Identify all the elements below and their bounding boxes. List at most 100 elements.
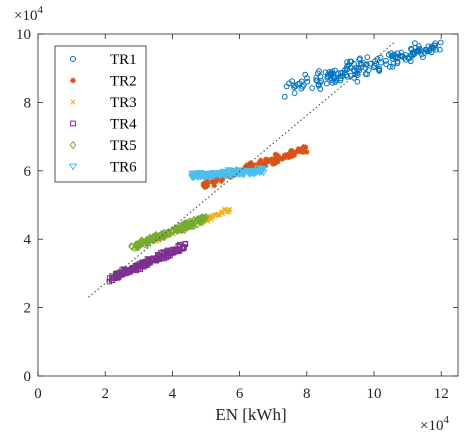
point	[370, 64, 377, 71]
legend-label: TR3	[110, 95, 137, 111]
point	[291, 90, 298, 96]
point	[386, 63, 393, 70]
point	[412, 40, 418, 47]
point	[232, 170, 241, 178]
point	[174, 225, 181, 234]
point	[225, 170, 234, 178]
point	[132, 240, 139, 249]
point	[166, 250, 173, 257]
point	[298, 85, 305, 92]
point	[250, 167, 259, 175]
point	[204, 177, 210, 183]
x-tick-label: 6	[236, 386, 244, 402]
legend-marker	[70, 77, 76, 84]
point	[224, 207, 231, 214]
point	[350, 67, 357, 73]
point	[328, 70, 335, 77]
point	[290, 153, 296, 159]
y-tick-label: 4	[24, 232, 32, 248]
x-tick-label: 0	[34, 386, 42, 402]
point	[316, 68, 322, 74]
point	[155, 231, 163, 240]
point	[209, 172, 218, 179]
point	[351, 74, 357, 81]
point	[225, 167, 234, 175]
series-tr1	[281, 39, 444, 100]
point	[281, 152, 288, 158]
point	[302, 71, 309, 78]
point	[394, 58, 401, 65]
point	[143, 239, 150, 248]
point	[424, 48, 431, 55]
point	[215, 211, 221, 217]
point	[344, 66, 351, 73]
point	[158, 229, 165, 238]
point	[152, 233, 159, 242]
legend: TR1 TR2 TR3 TR4 TR5 TR6	[54, 45, 147, 183]
point	[246, 169, 255, 176]
point	[392, 53, 399, 60]
point	[247, 160, 254, 166]
point	[258, 166, 267, 174]
point	[354, 78, 361, 85]
x-tick-label: 4	[169, 386, 177, 402]
point	[262, 160, 268, 166]
legend-box	[54, 45, 147, 183]
point	[398, 49, 405, 56]
point	[287, 153, 294, 160]
point	[173, 246, 179, 253]
x-tick-label: 12	[434, 386, 449, 402]
point	[298, 147, 305, 154]
point	[437, 46, 443, 53]
point	[212, 212, 219, 218]
point	[122, 270, 129, 277]
point	[202, 214, 209, 223]
point	[356, 56, 363, 63]
point	[337, 77, 344, 84]
point	[293, 149, 299, 155]
point	[315, 81, 322, 88]
point	[272, 160, 278, 167]
point	[195, 172, 205, 179]
point	[290, 82, 297, 89]
point	[405, 54, 412, 61]
legend-label: TR2	[110, 74, 137, 90]
point	[204, 180, 210, 187]
point	[272, 157, 278, 163]
point	[218, 178, 225, 184]
point	[179, 244, 186, 251]
legend-marker	[68, 163, 78, 171]
point	[143, 235, 150, 244]
y-tick-label: 6	[24, 164, 32, 180]
point	[332, 79, 339, 85]
point	[330, 75, 337, 82]
point	[298, 78, 305, 85]
point	[367, 60, 373, 67]
legend-marker	[69, 55, 77, 63]
point	[339, 72, 346, 79]
point	[154, 255, 160, 261]
point	[243, 162, 250, 169]
y-tick-label: 10	[16, 27, 31, 43]
point	[248, 163, 255, 169]
legend-item-tr6: TR6	[68, 160, 137, 176]
point	[262, 163, 269, 169]
point	[181, 226, 188, 235]
legend-item-tr5: TR5	[69, 138, 137, 154]
legend-marker	[70, 120, 76, 127]
point	[220, 173, 230, 180]
point	[221, 206, 227, 212]
point	[377, 54, 384, 61]
point	[258, 157, 264, 164]
point	[275, 158, 281, 165]
point	[200, 180, 207, 187]
point	[213, 176, 219, 183]
series-tr5	[128, 212, 210, 253]
point	[182, 220, 190, 229]
point	[153, 258, 160, 264]
point	[215, 173, 225, 180]
point	[437, 39, 444, 46]
legend-marker	[69, 140, 77, 150]
point	[317, 86, 324, 92]
x-multiplier: ×104	[420, 414, 449, 434]
